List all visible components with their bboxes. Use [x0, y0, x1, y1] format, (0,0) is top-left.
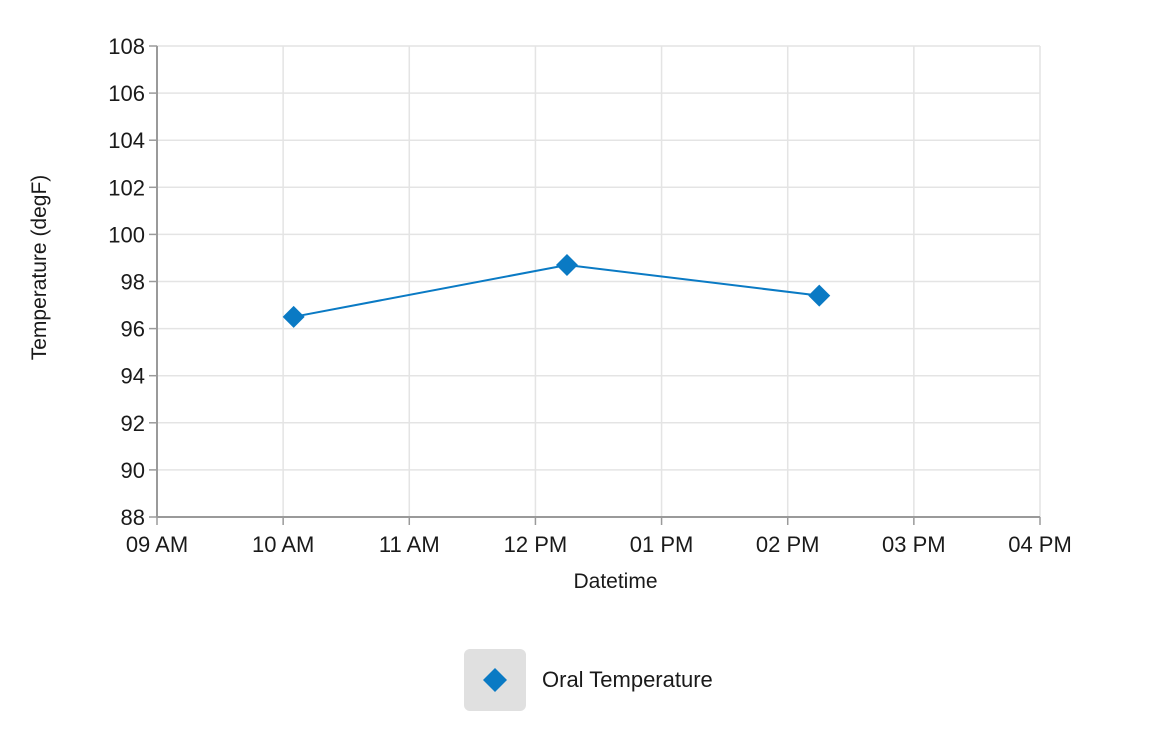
series-line	[293, 264, 820, 318]
legend-swatch[interactable]	[464, 649, 526, 711]
data-point	[555, 254, 578, 277]
x-tick-label: 04 PM	[1008, 532, 1072, 557]
y-tick-label: 92	[121, 411, 145, 436]
y-tick-label: 98	[121, 270, 145, 295]
y-tick-label: 90	[121, 458, 145, 483]
legend-label: Oral Temperature	[542, 667, 713, 692]
data-point	[808, 284, 831, 307]
y-tick-label: 108	[108, 34, 145, 59]
y-tick-label: 94	[121, 364, 145, 389]
x-axis-title: Datetime	[573, 570, 657, 593]
y-tick-label: 88	[121, 505, 145, 530]
x-tick-label: 09 AM	[126, 532, 188, 557]
x-tick-label: 12 PM	[504, 532, 568, 557]
x-tick-label: 03 PM	[882, 532, 946, 557]
x-tick-label: 11 AM	[379, 532, 440, 557]
diamond-marker-icon	[483, 668, 507, 692]
y-tick-label: 100	[108, 222, 145, 247]
y-tick-label: 104	[108, 128, 145, 153]
data-point	[282, 305, 305, 328]
y-tick-label: 102	[108, 175, 145, 200]
x-tick-label: 10 AM	[252, 532, 314, 557]
x-tick-label: 02 PM	[756, 532, 820, 557]
y-axis-title: Temperature (degF)	[28, 175, 51, 361]
y-tick-label: 96	[121, 317, 145, 342]
legend[interactable]: Oral Temperature	[464, 649, 713, 711]
x-tick-label: 01 PM	[630, 532, 694, 557]
y-tick-label: 106	[108, 81, 145, 106]
